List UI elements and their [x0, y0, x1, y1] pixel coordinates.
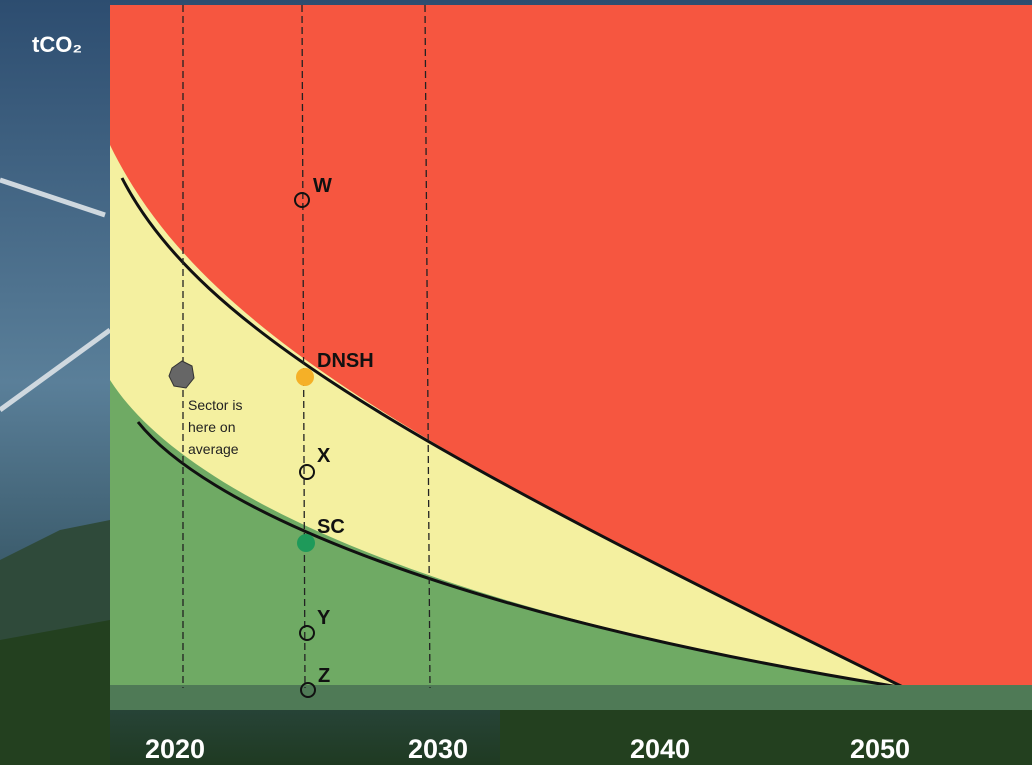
forest — [0, 620, 1032, 765]
point-y — [299, 625, 315, 641]
chart-panel: W DNSH X SC Y Z Sector is here on averag… — [110, 4, 1032, 710]
point-label: SC — [317, 516, 345, 538]
guide-line — [424, 4, 431, 689]
annotation-line: average — [188, 441, 239, 457]
year-label: 2030 — [408, 734, 468, 764]
point-label: Z — [318, 665, 330, 687]
guide-line — [301, 4, 306, 689]
axis-label: tCO₂ — [32, 32, 82, 57]
point-label: DNSH — [317, 350, 374, 372]
year-label: 2050 — [850, 734, 910, 764]
year-label: 2040 — [630, 734, 690, 764]
point-label: W — [313, 175, 332, 197]
baseline-strip — [110, 685, 1032, 710]
point-dnsh — [296, 368, 314, 386]
point-sc — [297, 534, 315, 552]
point-z — [300, 682, 316, 698]
annotation-line: Sector is — [188, 397, 242, 413]
point-label: X — [317, 445, 331, 467]
green-zone — [110, 380, 905, 688]
sc-curve — [136, 421, 906, 690]
sector-marker — [168, 360, 195, 389]
year-label: 2020 — [145, 734, 205, 764]
turbine-blade — [0, 177, 112, 413]
point-w — [294, 192, 310, 208]
point-label: Y — [317, 607, 331, 629]
annotation-line: here on — [188, 419, 235, 435]
point-x — [299, 464, 315, 480]
dnsh-curve — [120, 177, 906, 690]
